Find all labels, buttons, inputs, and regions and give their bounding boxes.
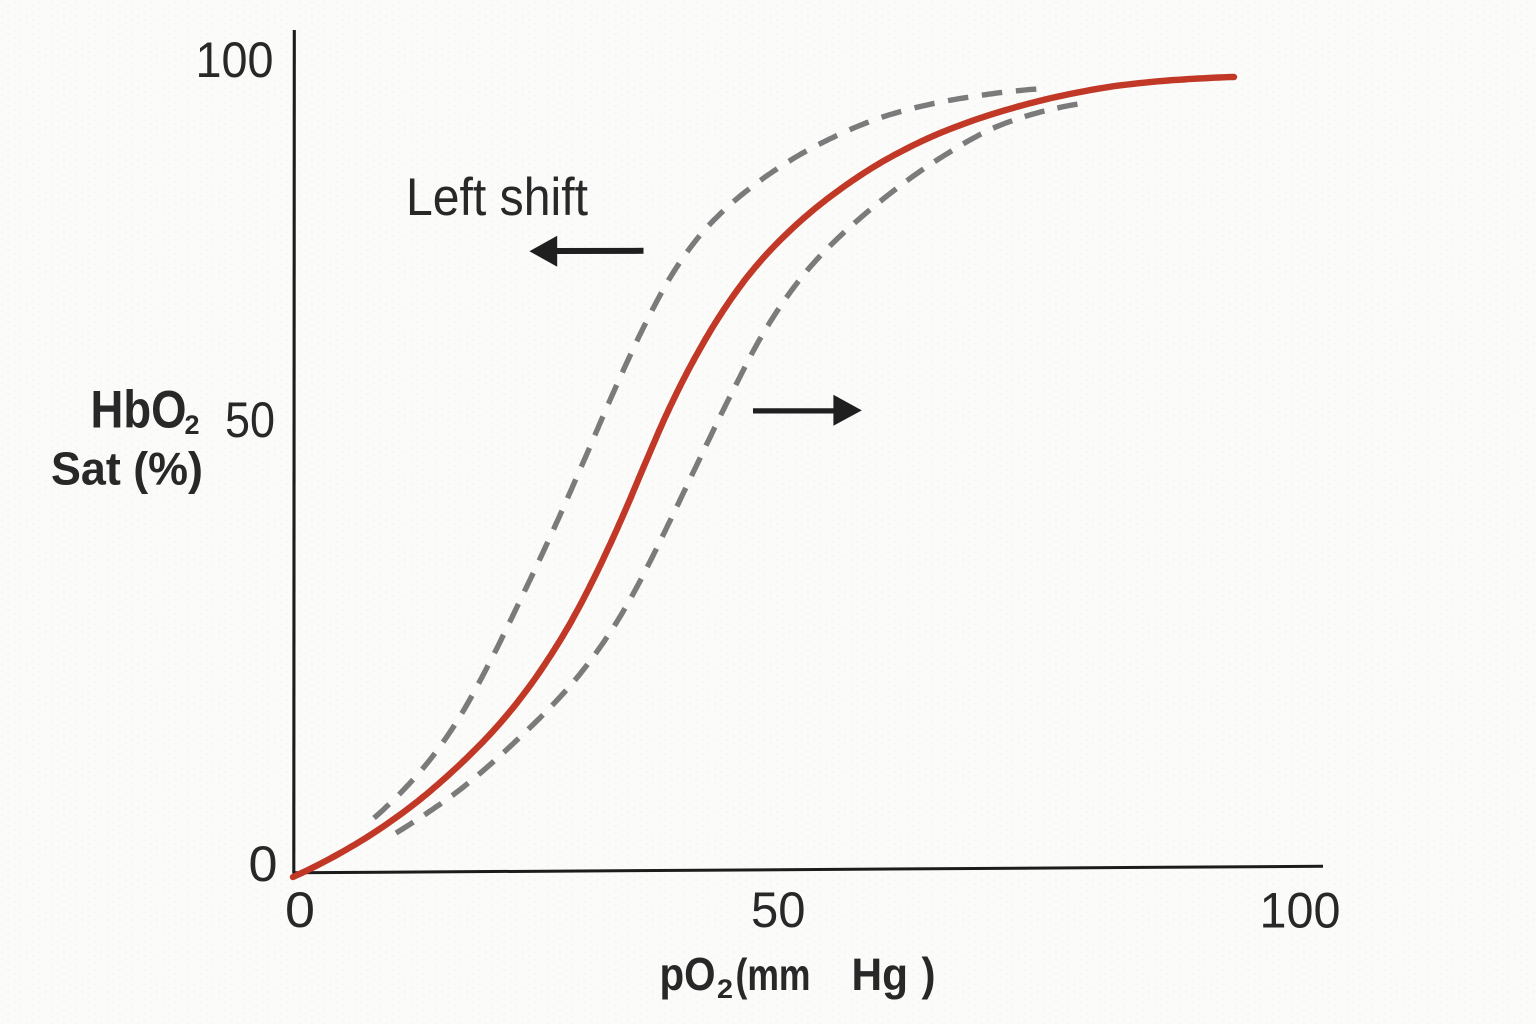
svg-text:50: 50 <box>225 392 275 448</box>
svg-text:Sat (%): Sat (%) <box>51 443 203 495</box>
svg-text:50: 50 <box>751 882 806 938</box>
svg-text:0: 0 <box>249 836 278 892</box>
svg-text:100: 100 <box>1260 883 1341 939</box>
svg-text:HbO: HbO <box>91 381 187 440</box>
svg-text:2: 2 <box>717 974 733 1004</box>
svg-text:Left shift: Left shift <box>406 168 588 227</box>
svg-text:0: 0 <box>285 882 315 938</box>
svg-text:2: 2 <box>185 410 200 440</box>
svg-text:pO: pO <box>660 948 716 1000</box>
svg-text:): ) <box>922 948 936 1000</box>
svg-text:100: 100 <box>196 32 274 88</box>
svg-text:(mm: (mm <box>736 951 811 1000</box>
svg-text:Hg: Hg <box>852 949 909 1000</box>
